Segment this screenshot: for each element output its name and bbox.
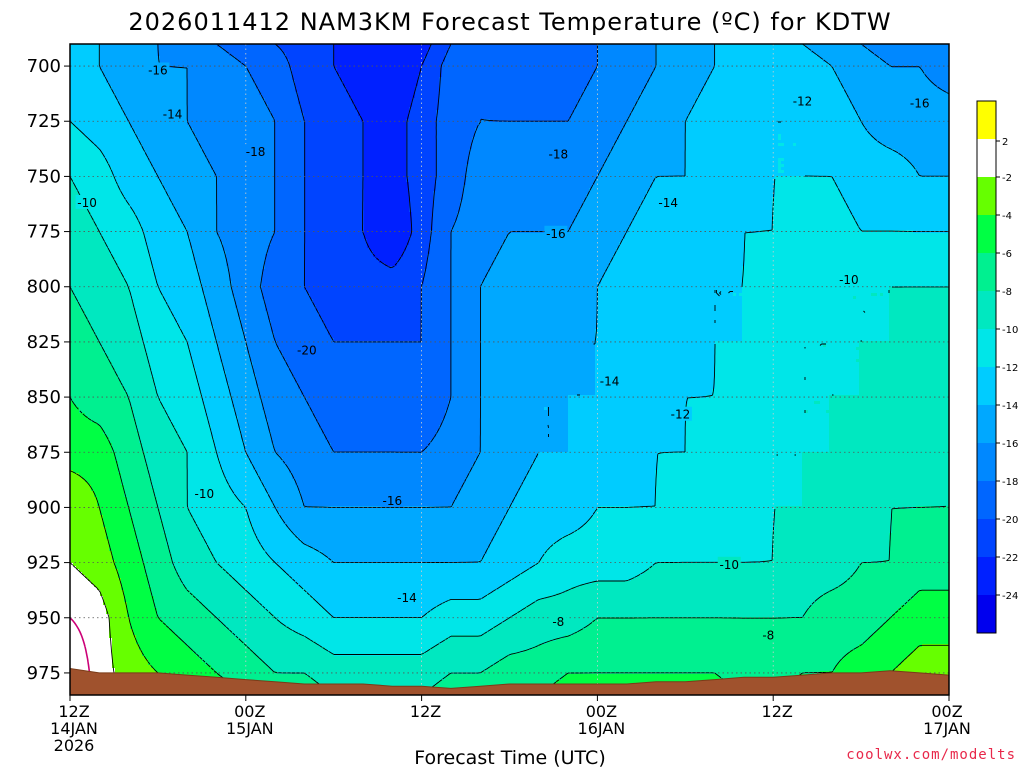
temperature-field bbox=[70, 44, 950, 696]
plot-area: -16-14-10-18-20-10 -16-14-18-16-14-14-12-… bbox=[70, 44, 950, 696]
chart-title: 2026011412 NAM3KM Forecast Temperature (… bbox=[128, 8, 891, 36]
